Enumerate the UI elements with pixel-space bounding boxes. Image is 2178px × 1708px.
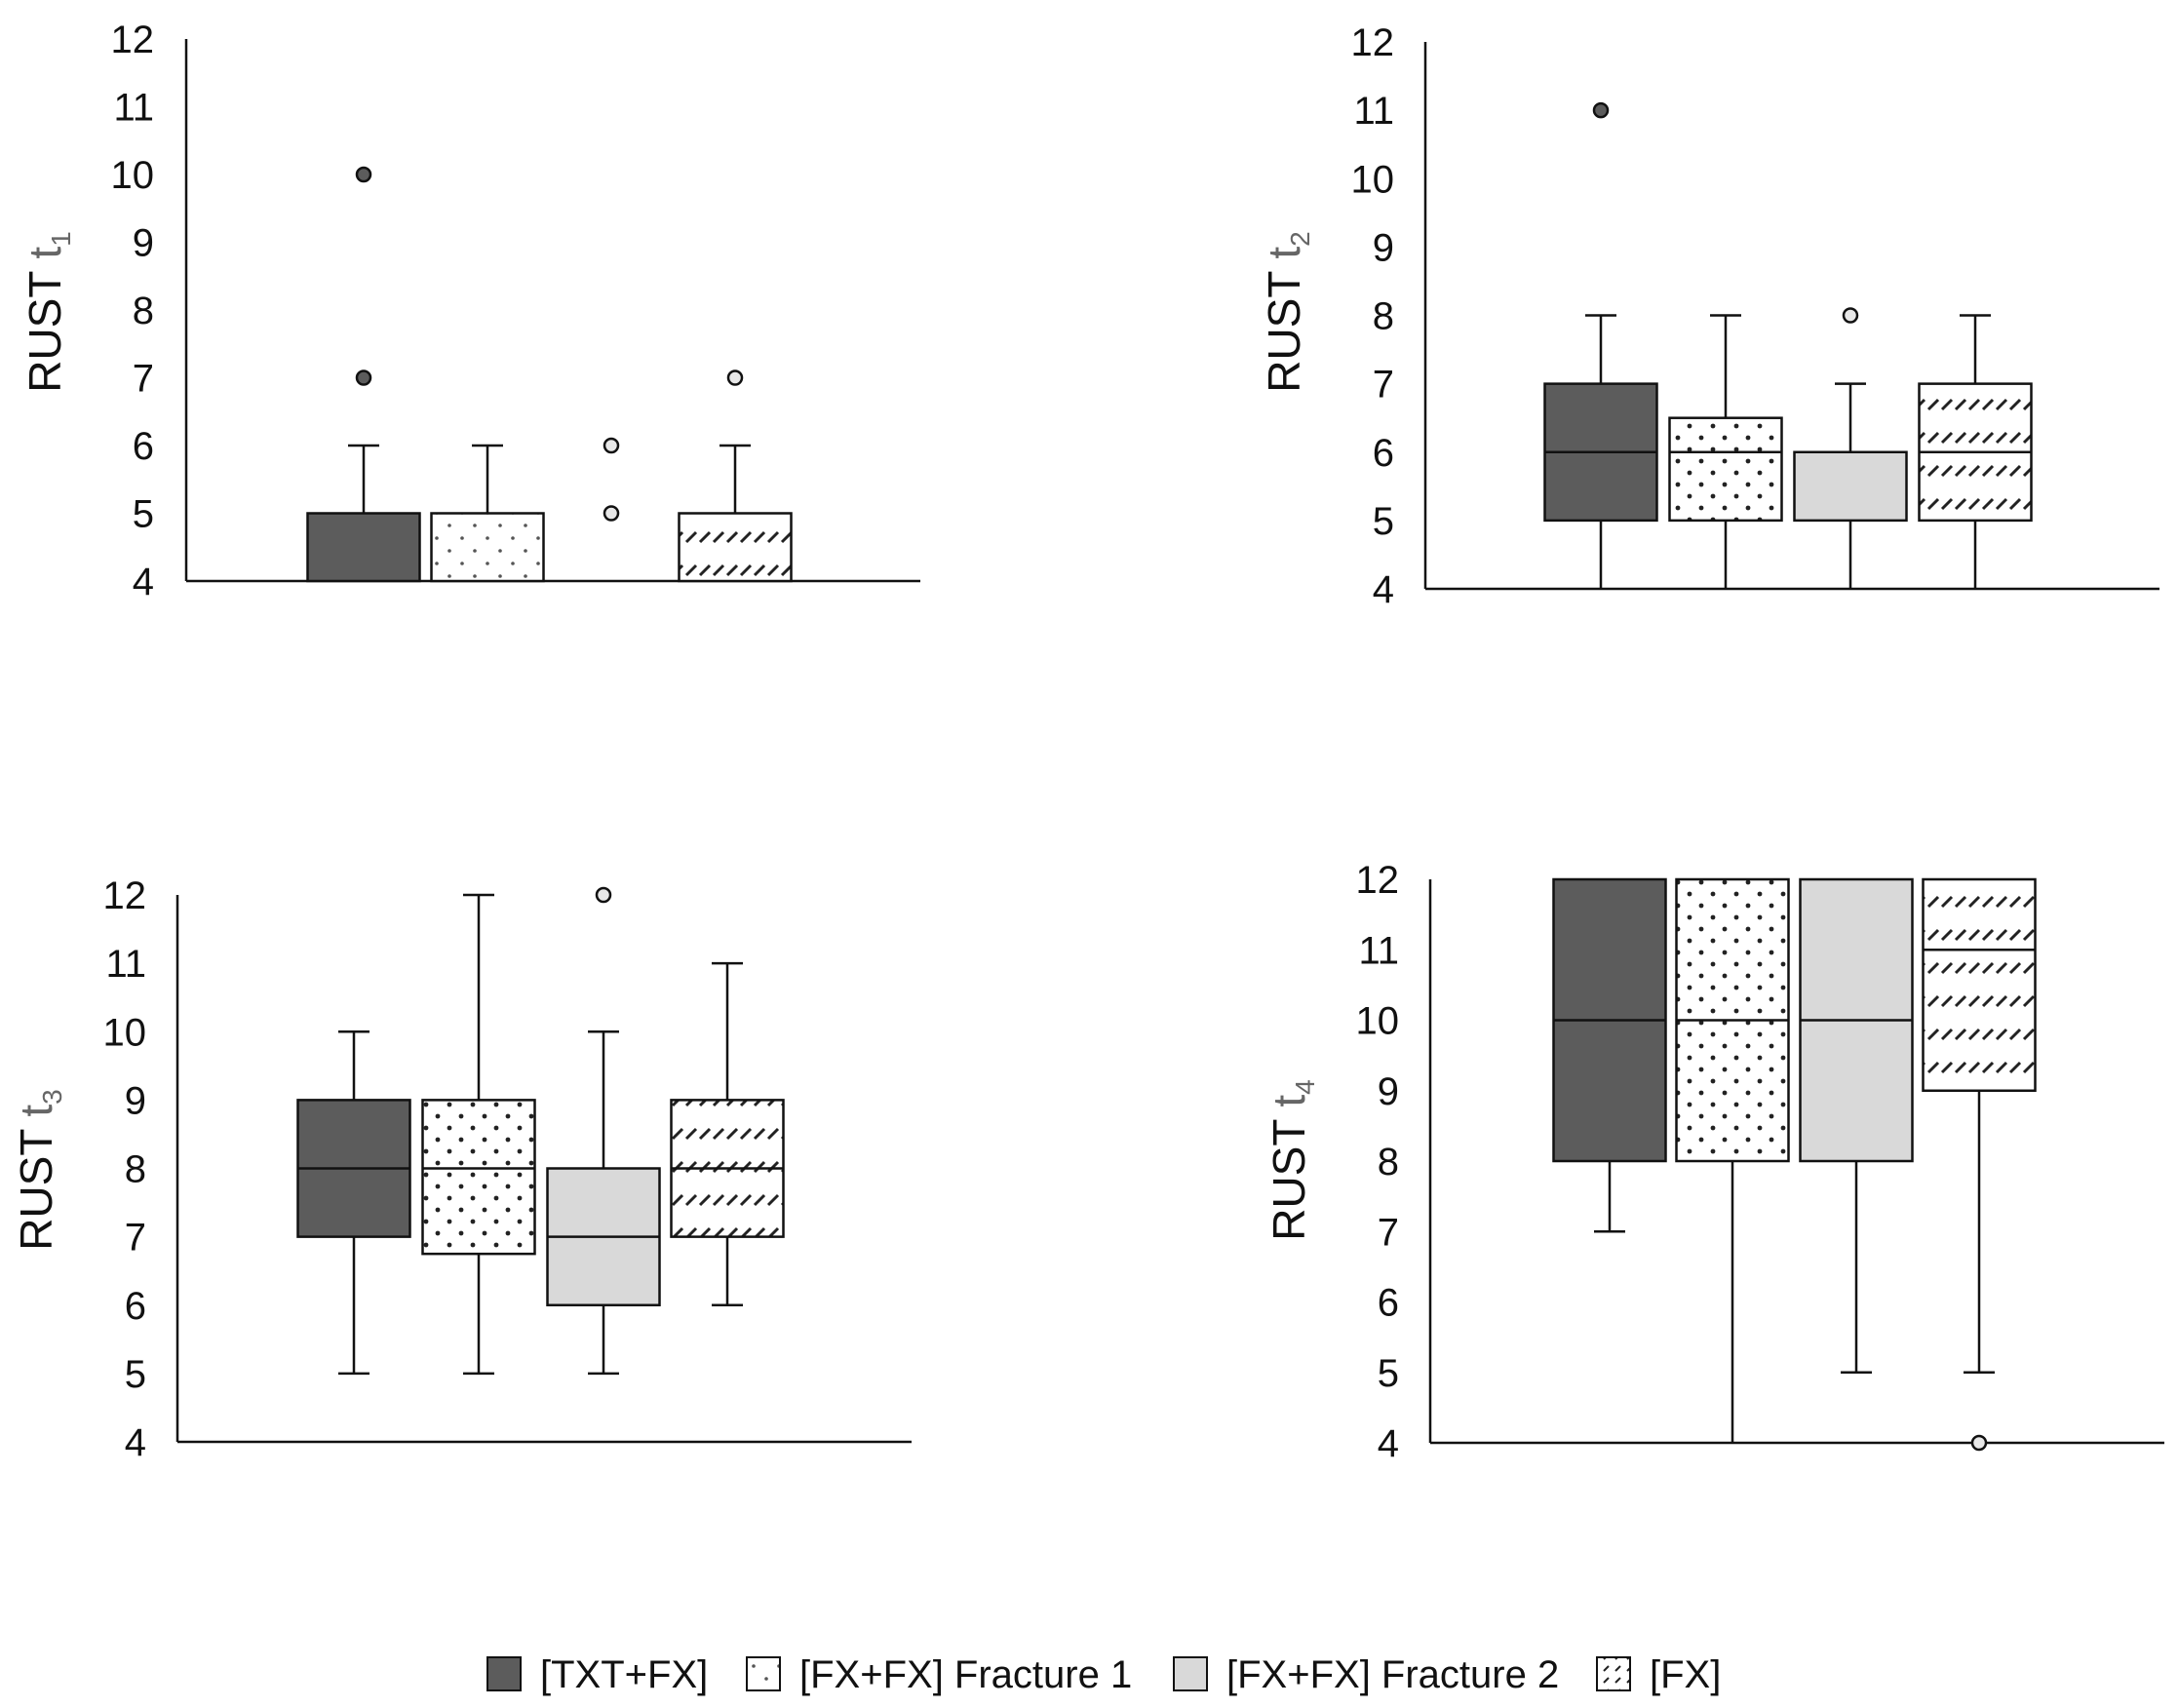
y-tick-label: 9 (133, 222, 154, 265)
y-axis-label-subscript: 3 (37, 1089, 67, 1105)
y-tick-label: 9 (1378, 1070, 1399, 1113)
y-tick-label: 10 (111, 154, 155, 197)
y-axis-label-subscript: 2 (1285, 231, 1315, 247)
y-tick-label: 11 (1353, 90, 1394, 133)
box-series-fx (1918, 314, 2033, 589)
y-tick-label: 12 (103, 874, 147, 917)
y-axis-label-t: t (1264, 1095, 1314, 1107)
legend-label-fx: [FX] (1650, 1653, 1721, 1696)
box-series-fx-fx-2 (1799, 877, 1914, 1374)
outlier-point (1842, 307, 1859, 324)
y-tick-label: 4 (125, 1421, 146, 1464)
y-tick-label: 7 (125, 1217, 146, 1260)
box-series-fx-fx-2 (1793, 307, 1908, 589)
y-axis-label-main: RUST (1264, 1107, 1314, 1241)
outlier-point (1592, 101, 1610, 119)
box (306, 512, 421, 583)
y-tick-label: 7 (133, 358, 154, 401)
y-tick-label: 4 (1373, 568, 1394, 611)
outlier-point (726, 369, 744, 386)
box-series-fx (678, 369, 793, 583)
chart-panel-t2: 4 5 6 7 8 9 10 11 12 RUST t2 (1259, 21, 2159, 611)
legend-label-fx-fx-2: [FX+FX] Fracture 2 (1226, 1653, 1559, 1696)
y-tick-label: 5 (125, 1353, 146, 1396)
y-axis-label: RUST t4 (1264, 1079, 1320, 1241)
outlier-point (603, 505, 620, 522)
y-tick-label: 8 (125, 1148, 146, 1191)
legend-label-fx-fx-1: [FX+FX] Fracture 1 (799, 1653, 1132, 1696)
y-axis-label-t: t (11, 1105, 61, 1117)
y-tick-label: 6 (125, 1285, 146, 1328)
box (421, 1099, 536, 1256)
y-tick-label: 8 (1378, 1141, 1399, 1184)
y-tick-label: 6 (1378, 1282, 1399, 1325)
legend-swatch-fx (1596, 1656, 1631, 1691)
y-tick-label: 11 (1358, 929, 1399, 972)
box-series-fx-fx-1 (421, 893, 536, 1376)
box-series-txt-fx (296, 1030, 411, 1376)
box (1793, 450, 1908, 523)
outlier-point (355, 369, 372, 386)
y-tick-label: 4 (133, 561, 154, 603)
y-axis-label-subscript: 4 (1290, 1079, 1320, 1095)
outlier-point (1970, 1434, 1988, 1452)
y-tick-label: 11 (113, 87, 154, 130)
y-tick-label: 4 (1378, 1422, 1399, 1465)
y-axis-label: RUST t2 (1259, 231, 1315, 393)
box (1922, 877, 2037, 1092)
y-tick-label: 12 (1356, 859, 1400, 902)
y-tick-label: 10 (103, 1011, 147, 1054)
y-tick-label: 7 (1378, 1211, 1399, 1254)
y-axis-label-t: t (19, 247, 70, 259)
legend: [TXT+FX] [FX+FX] Fracture 1 [FX+FX] Frac… (486, 1653, 1721, 1696)
box-series-fx-fx-1 (1675, 877, 1790, 1443)
y-tick-label: 9 (125, 1079, 146, 1122)
y-tick-label: 5 (133, 493, 154, 536)
y-axis-label-main: RUST (19, 259, 70, 393)
y-tick-label: 11 (105, 943, 146, 986)
chart-panel-t3: 4 5 6 7 8 9 10 11 12 RUST t3 (11, 874, 912, 1464)
outlier-point (595, 886, 612, 904)
y-tick-label: 7 (1373, 364, 1394, 407)
y-tick-label: 8 (1373, 295, 1394, 338)
box-series-fx (1922, 877, 2037, 1452)
legend-label-txt-fx: [TXT+FX] (540, 1653, 708, 1696)
box-series-fx-fx-1 (1668, 314, 1783, 589)
box-series-txt-fx (306, 166, 421, 583)
y-axis-label-main: RUST (1259, 259, 1309, 393)
box-series-fx-fx-1 (430, 444, 545, 583)
legend-swatch-txt-fx (486, 1656, 522, 1691)
y-tick-label: 10 (1351, 158, 1395, 201)
y-axis-label-subscript: 1 (46, 231, 76, 247)
box-series-fx-fx-2 (603, 437, 620, 522)
outlier-point (603, 437, 620, 454)
outlier-point (355, 166, 372, 183)
y-tick-label: 8 (133, 290, 154, 332)
box-series-fx-fx-2 (546, 886, 661, 1376)
box-series-txt-fx (1543, 101, 1658, 589)
y-tick-label: 12 (1351, 21, 1395, 64)
y-tick-label: 6 (1373, 432, 1394, 475)
chart-panel-t1: 4 5 6 7 8 9 10 11 12 RUST t1 (19, 19, 920, 603)
y-tick-label: 12 (111, 19, 155, 61)
y-axis-label-main: RUST (11, 1117, 61, 1251)
y-tick-label: 10 (1356, 1000, 1400, 1043)
box (678, 512, 793, 583)
box (430, 512, 545, 583)
y-tick-label: 9 (1373, 226, 1394, 269)
box-series-txt-fx (1552, 877, 1667, 1233)
y-tick-label: 5 (1378, 1352, 1399, 1395)
legend-swatch-fx-fx-1 (746, 1656, 781, 1691)
y-tick-label: 6 (133, 425, 154, 468)
y-tick-label: 5 (1373, 500, 1394, 543)
y-axis-label: RUST t3 (11, 1089, 67, 1251)
box (1668, 416, 1783, 523)
box-series-fx (670, 961, 785, 1306)
legend-swatch-fx-fx-2 (1173, 1656, 1208, 1691)
y-axis-label: RUST t1 (19, 231, 76, 393)
y-axis-label-t: t (1259, 247, 1309, 259)
